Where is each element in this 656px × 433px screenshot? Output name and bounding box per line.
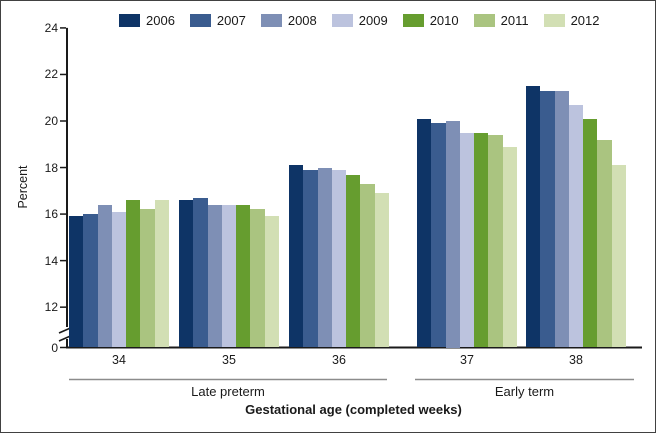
y-tick-24: 24 (44, 20, 58, 35)
group-label-late-preterm: Late preterm (191, 384, 265, 399)
y-tick-0: 0 (51, 340, 58, 355)
legend-label: 2006 (146, 13, 175, 28)
bar-37wk-2011 (488, 134, 503, 348)
bar-37wk-2012 (502, 146, 517, 348)
bar-38wk-2010 (583, 118, 598, 348)
bar-38wk-2012 (611, 165, 626, 348)
bar-35wk-2006 (179, 200, 194, 348)
y-axis-title: Percent (16, 165, 30, 209)
legend-swatch-icon (331, 14, 353, 27)
legend-swatch-icon (543, 14, 565, 27)
y-tick-20: 20 (44, 114, 58, 128)
legend-swatch-icon (189, 14, 211, 27)
bar-38wk-2008 (554, 90, 569, 348)
legend-label: 2007 (216, 13, 246, 28)
bar-37wk-2006 (417, 118, 432, 348)
bar-36wk-2008 (317, 167, 332, 348)
legend-swatch-icon (119, 14, 140, 27)
legend-label: 2012 (570, 13, 600, 28)
y-tick-14: 14 (44, 253, 58, 268)
bar-37wk-2009 (459, 132, 475, 348)
bar-37wk-2010 (474, 132, 489, 348)
legend-item-2012: 2012 (543, 13, 600, 28)
bar-36wk-2009 (331, 169, 347, 348)
x-tick-36: 36 (332, 353, 346, 367)
legend: 2006 2007 2008 2009 2010 2011 2012 (119, 14, 600, 27)
legend-item-2006: 2006 (119, 14, 175, 27)
bar-35wk-2012 (264, 216, 279, 348)
legend-swatch-icon (473, 14, 495, 27)
bar-35wk-2010 (236, 204, 251, 348)
legend-item-2007: 2007 (189, 13, 246, 28)
x-tick-34: 34 (112, 353, 126, 367)
x-tick-37: 37 (460, 353, 474, 367)
y-tick-18: 18 (44, 160, 58, 175)
bar-34wk-2010 (126, 200, 141, 348)
bar-35wk-2011 (250, 209, 265, 348)
group-label-early-term: Early term (494, 384, 555, 399)
bar-34wk-2007 (83, 214, 98, 348)
y-tick-12: 12 (44, 300, 58, 315)
y-tick-16: 16 (44, 207, 58, 222)
bar-34wk-2012 (154, 200, 169, 348)
y-tick-22: 22 (44, 67, 58, 82)
legend-label: 2008 (287, 13, 317, 28)
x-tick-38: 38 (569, 353, 583, 367)
bar-35wk-2008 (207, 204, 222, 348)
x-axis-title: Gestational age (completed weeks) (245, 402, 462, 417)
bar-37wk-2007 (431, 123, 446, 348)
bar-38wk-2006 (526, 86, 541, 348)
bar-38wk-2009 (568, 104, 584, 348)
bar-36wk-2011 (360, 183, 375, 348)
legend-item-2009: 2009 (331, 13, 388, 28)
bar-36wk-2012 (374, 193, 389, 348)
bar-35wk-2009 (221, 204, 237, 348)
legend-item-2010: 2010 (402, 13, 459, 28)
bar-37wk-2008 (445, 121, 460, 348)
bar-34wk-2008 (97, 204, 112, 348)
legend-label: 2011 (500, 13, 529, 28)
x-tick-35: 35 (222, 353, 236, 367)
legend-swatch-icon (260, 14, 282, 27)
bar-36wk-2007 (303, 169, 318, 348)
legend-label: 2010 (429, 13, 459, 28)
bar-34wk-2011 (140, 209, 155, 348)
bar-36wk-2006 (289, 165, 304, 348)
bar-38wk-2011 (597, 139, 612, 348)
legend-item-2008: 2008 (260, 13, 317, 28)
bar-35wk-2007 (193, 197, 208, 348)
bar-36wk-2010 (346, 174, 361, 348)
bar-38wk-2007 (540, 90, 555, 348)
legend-label: 2009 (358, 13, 388, 28)
bar-34wk-2006 (69, 216, 84, 348)
legend-item-2011: 2011 (473, 13, 529, 28)
bar-34wk-2009 (111, 211, 127, 348)
legend-swatch-icon (402, 14, 424, 27)
